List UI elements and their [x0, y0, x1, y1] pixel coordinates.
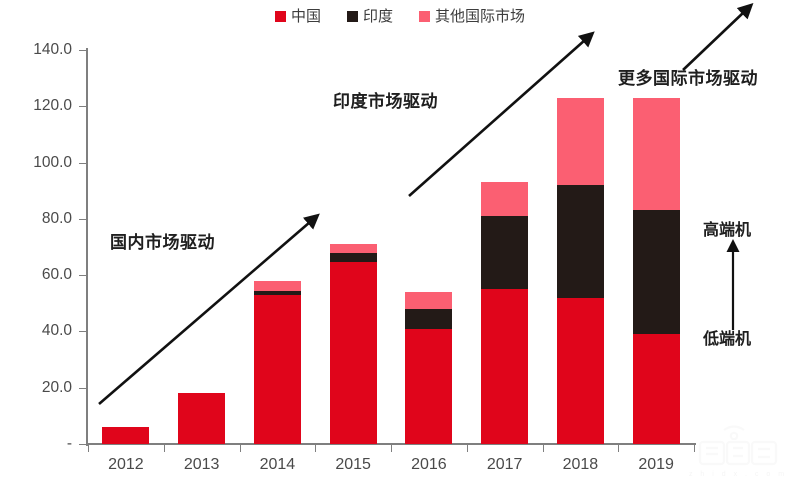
bar-column-2019	[632, 50, 680, 444]
bar-segment	[632, 334, 680, 444]
bar-segment	[253, 290, 301, 295]
y-axis-tick	[79, 444, 86, 445]
y-axis-tick	[79, 275, 86, 277]
y-axis-tick-label: -	[66, 435, 72, 452]
y-axis-tick-label: 120.0	[33, 97, 72, 115]
bar-column-2014	[253, 50, 301, 444]
legend-item-other-international: 其他国际市场	[419, 9, 525, 24]
watermark: z h i d x . c o m	[682, 418, 794, 480]
x-axis-tick	[163, 445, 165, 452]
bar-segment	[481, 289, 529, 444]
square-swatch-icon	[274, 10, 286, 22]
annotation-india-driven: 印度市场驱动	[333, 92, 438, 111]
annotation-high-end: 高端机	[703, 222, 752, 239]
square-swatch-icon	[346, 10, 358, 22]
bar-column-2012	[102, 50, 150, 444]
bar-segment	[632, 210, 680, 335]
y-axis-tick-label: 20.0	[41, 378, 72, 396]
x-axis-tick	[542, 445, 544, 452]
chart-legend: 中国 印度 其他国际市场	[0, 4, 800, 28]
x-axis-tick-label: 2013	[183, 456, 220, 473]
y-axis-tick-label: 100.0	[33, 153, 72, 171]
watermark-site: z h i d x . c o m	[688, 471, 788, 478]
x-axis-tick	[618, 445, 620, 452]
y-axis-tick	[79, 106, 86, 108]
bar-segment	[329, 244, 377, 253]
x-axis-tick-label: 2016	[411, 456, 447, 473]
bar-segment	[556, 185, 604, 298]
bar-segment	[329, 252, 377, 263]
annotation-domestic-driven: 国内市场驱动	[110, 233, 215, 252]
bar-segment	[405, 328, 453, 444]
x-axis-tick-label: 2017	[486, 456, 523, 473]
x-axis-tick	[239, 445, 241, 452]
x-axis-tick	[88, 445, 89, 452]
x-axis-tick-label: 2015	[335, 456, 371, 473]
legend-label-china: 中国	[290, 7, 321, 25]
y-axis-tick-label: 60.0	[41, 266, 72, 284]
bar-column-2018	[556, 50, 604, 444]
bar-segment	[405, 292, 453, 309]
y-axis-tick	[79, 331, 86, 333]
bar-segment	[329, 262, 377, 444]
bar-segment	[405, 308, 453, 329]
x-axis-tick	[694, 445, 695, 452]
bar-segment	[556, 97, 604, 186]
y-axis-tick	[79, 162, 86, 164]
bar-column-2015	[329, 50, 377, 444]
legend-item-china: 中国	[274, 7, 321, 25]
x-axis-tick-label: 2014	[259, 456, 296, 473]
annotation-low-end: 低端机	[703, 331, 752, 348]
legend-label-other-international: 其他国际市场	[435, 7, 526, 25]
bar-segment	[632, 97, 680, 211]
x-axis-tick	[315, 445, 317, 452]
y-axis-tick	[79, 218, 86, 220]
y-axis-tick-label: 80.0	[41, 209, 72, 227]
watermark-logo-icon	[698, 425, 778, 466]
x-axis-tick	[391, 445, 392, 452]
y-axis-line	[86, 48, 88, 446]
bar-segment	[178, 393, 226, 444]
square-swatch-icon	[419, 10, 430, 22]
y-axis-tick-label: 40.0	[41, 322, 72, 340]
x-axis-tick-label: 2019	[638, 456, 674, 473]
annotation-international-driven: 更多国际市场驱动	[618, 69, 758, 88]
y-axis-tick-label: 140.0	[33, 41, 72, 58]
y-axis-tick	[79, 387, 86, 389]
legend-label-india: 印度	[362, 7, 393, 25]
x-axis-tick-label: 2018	[562, 456, 599, 473]
x-axis-tick-label: 2012	[108, 456, 144, 473]
bar-column-2017	[481, 50, 529, 444]
bar-segment	[481, 216, 529, 290]
y-axis-tick	[79, 50, 86, 51]
legend-item-india: 印度	[346, 7, 393, 25]
bar-segment	[253, 294, 301, 444]
bar-segment	[102, 427, 150, 444]
bar-segment	[481, 182, 529, 217]
bar-segment	[253, 280, 301, 291]
x-axis-line	[86, 443, 696, 445]
x-axis-tick	[466, 445, 468, 452]
bar-segment	[556, 297, 604, 444]
bar-column-2016	[405, 50, 453, 444]
